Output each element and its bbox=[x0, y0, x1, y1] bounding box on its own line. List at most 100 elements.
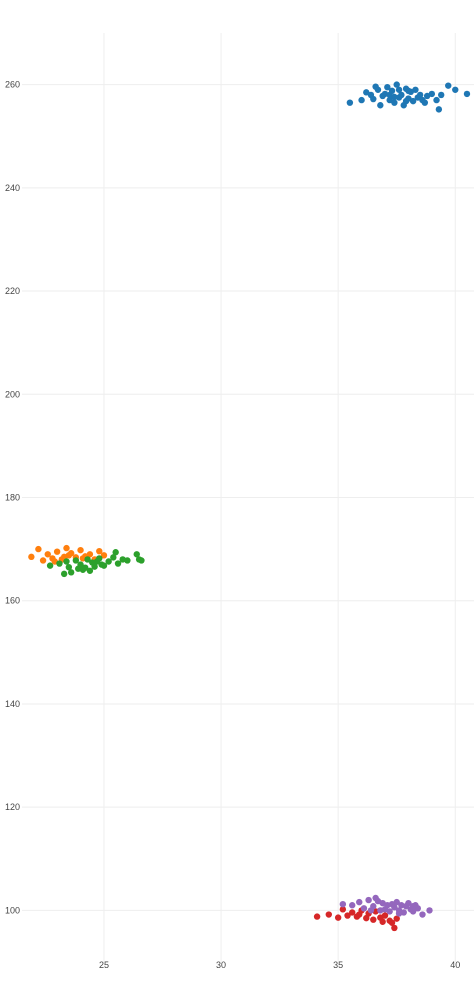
data-point[interactable] bbox=[393, 915, 400, 922]
data-point[interactable] bbox=[356, 898, 363, 906]
data-point[interactable] bbox=[409, 97, 417, 105]
data-point[interactable] bbox=[391, 924, 398, 932]
data-point[interactable] bbox=[374, 897, 382, 905]
data-point[interactable] bbox=[77, 561, 84, 568]
data-point[interactable] bbox=[35, 545, 42, 553]
data-point[interactable] bbox=[346, 99, 354, 106]
data-point[interactable] bbox=[405, 899, 412, 907]
data-point[interactable] bbox=[426, 907, 433, 914]
data-point[interactable] bbox=[84, 556, 91, 563]
data-point[interactable] bbox=[452, 86, 459, 93]
data-point[interactable] bbox=[339, 906, 347, 913]
data-point[interactable] bbox=[114, 560, 122, 567]
data-point[interactable] bbox=[388, 919, 396, 926]
data-point[interactable] bbox=[93, 558, 101, 565]
data-point[interactable] bbox=[358, 96, 365, 104]
data-point[interactable] bbox=[433, 96, 440, 104]
data-point[interactable] bbox=[391, 99, 398, 106]
data-point[interactable] bbox=[110, 554, 117, 561]
x-tick-label: 25 bbox=[99, 960, 109, 970]
y-tick-label: 260 bbox=[5, 80, 20, 90]
data-point[interactable] bbox=[365, 896, 372, 904]
data-point[interactable] bbox=[463, 90, 471, 98]
data-point[interactable] bbox=[44, 551, 51, 558]
data-point[interactable] bbox=[72, 557, 80, 564]
data-point[interactable] bbox=[391, 93, 398, 101]
data-point[interactable] bbox=[39, 557, 47, 564]
data-point[interactable] bbox=[77, 546, 84, 554]
data-point[interactable] bbox=[419, 911, 426, 918]
data-point[interactable] bbox=[419, 96, 426, 104]
data-point[interactable] bbox=[377, 102, 384, 109]
data-point[interactable] bbox=[356, 911, 363, 918]
data-point[interactable] bbox=[65, 563, 73, 571]
data-point[interactable] bbox=[395, 86, 403, 93]
data-point[interactable] bbox=[344, 912, 351, 919]
data-point[interactable] bbox=[405, 87, 412, 95]
data-point[interactable] bbox=[381, 912, 389, 919]
data-point[interactable] bbox=[28, 553, 35, 561]
data-point[interactable] bbox=[91, 563, 98, 570]
data-point[interactable] bbox=[370, 95, 377, 103]
y-tick-label: 240 bbox=[5, 183, 20, 193]
series-2 bbox=[46, 549, 145, 578]
data-point[interactable] bbox=[53, 548, 61, 555]
data-point[interactable] bbox=[393, 898, 400, 906]
data-point[interactable] bbox=[79, 566, 87, 573]
data-point[interactable] bbox=[86, 551, 94, 558]
data-point[interactable] bbox=[63, 544, 70, 552]
data-point[interactable] bbox=[105, 558, 112, 565]
data-point[interactable] bbox=[428, 90, 436, 98]
data-point[interactable] bbox=[100, 562, 108, 569]
data-point[interactable] bbox=[391, 904, 398, 911]
data-point[interactable] bbox=[67, 550, 75, 557]
data-point[interactable] bbox=[63, 558, 70, 565]
data-point[interactable] bbox=[372, 83, 379, 90]
data-point[interactable] bbox=[363, 89, 370, 96]
data-point[interactable] bbox=[395, 910, 403, 917]
data-point[interactable] bbox=[112, 549, 119, 556]
data-point[interactable] bbox=[386, 908, 393, 915]
data-point[interactable] bbox=[386, 96, 393, 104]
y-tick-label: 220 bbox=[5, 286, 20, 296]
data-point[interactable] bbox=[67, 569, 75, 576]
x-tick-label: 35 bbox=[333, 960, 343, 970]
data-point[interactable] bbox=[409, 903, 417, 910]
data-point[interactable] bbox=[435, 106, 443, 113]
data-point[interactable] bbox=[412, 86, 419, 93]
data-point[interactable] bbox=[349, 902, 356, 909]
y-tick-label: 200 bbox=[5, 389, 20, 399]
x-tick-label: 40 bbox=[450, 960, 460, 970]
data-point[interactable] bbox=[124, 557, 131, 564]
data-point[interactable] bbox=[370, 916, 377, 923]
data-point[interactable] bbox=[96, 547, 103, 555]
data-point[interactable] bbox=[409, 908, 417, 915]
data-point[interactable] bbox=[349, 909, 356, 916]
x-tick-label: 30 bbox=[216, 960, 226, 970]
data-point[interactable] bbox=[367, 907, 375, 914]
data-point[interactable] bbox=[339, 900, 347, 908]
data-point[interactable] bbox=[334, 914, 342, 921]
data-point[interactable] bbox=[133, 551, 140, 558]
data-point[interactable] bbox=[100, 552, 108, 559]
data-point[interactable] bbox=[313, 913, 321, 920]
data-point[interactable] bbox=[56, 560, 63, 567]
data-point[interactable] bbox=[60, 570, 68, 578]
data-point[interactable] bbox=[379, 918, 386, 925]
data-point[interactable] bbox=[438, 91, 445, 99]
data-point[interactable] bbox=[398, 91, 405, 99]
data-point[interactable] bbox=[445, 82, 452, 89]
data-point[interactable] bbox=[393, 81, 400, 88]
data-point[interactable] bbox=[416, 91, 424, 99]
data-point[interactable] bbox=[135, 556, 143, 563]
data-point[interactable] bbox=[325, 911, 332, 918]
data-point[interactable] bbox=[86, 567, 94, 574]
data-point[interactable] bbox=[360, 905, 368, 912]
data-point[interactable] bbox=[384, 83, 391, 91]
y-tick-label: 160 bbox=[5, 596, 20, 606]
point-layer bbox=[28, 81, 471, 932]
data-point[interactable] bbox=[46, 562, 54, 569]
data-point[interactable] bbox=[402, 97, 410, 105]
